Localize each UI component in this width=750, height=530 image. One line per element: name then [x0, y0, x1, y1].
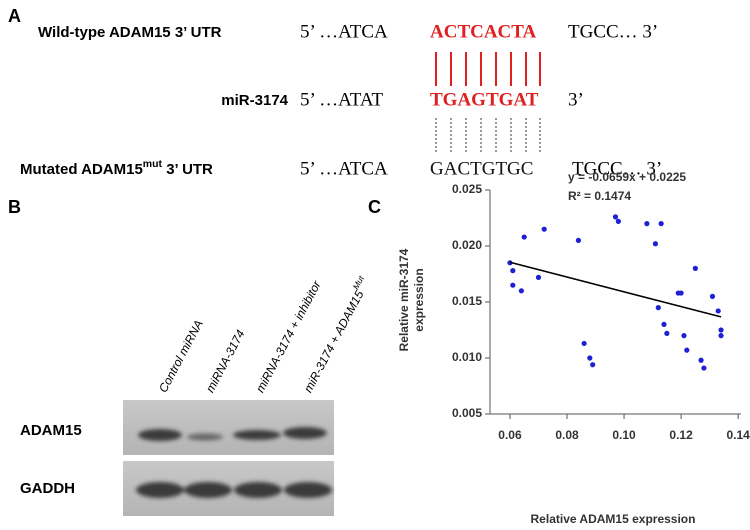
seq-core: TGAGTGAT — [430, 89, 539, 110]
point — [510, 268, 516, 274]
seq-suffix: 3’ — [568, 89, 584, 110]
panel-letter: C — [368, 197, 381, 217]
y-tick-label: 0.005 — [452, 406, 482, 420]
point — [510, 282, 516, 288]
bands — [136, 427, 332, 498]
point — [655, 305, 661, 311]
point — [541, 226, 547, 232]
mismatch-lines — [435, 118, 541, 152]
point — [521, 234, 527, 240]
point — [581, 340, 587, 347]
point — [701, 365, 707, 371]
seq-prefix: 5’ …ATCA — [300, 158, 388, 179]
equation: y = -0.0659x + 0.0225 — [568, 170, 686, 184]
point — [715, 308, 721, 314]
row-label-part: Mutated ADAM15 — [20, 161, 143, 178]
point — [709, 293, 716, 299]
point — [718, 333, 724, 339]
lane-label: miRNA-3174 — [203, 327, 248, 395]
row-label: Mutated ADAM15mut 3’ UTR — [20, 158, 213, 178]
lane-label-part: Mut — [351, 274, 367, 292]
trendline — [509, 261, 722, 318]
y-tick-label: 0.010 — [452, 350, 482, 364]
point — [664, 330, 670, 336]
y-tick-label: 0.020 — [452, 238, 482, 252]
x-tick-label: 0.12 — [669, 428, 693, 442]
row-label-part: mut — [143, 158, 163, 170]
lane-label: Control miRNA — [156, 318, 206, 395]
point — [615, 218, 621, 224]
row-label: Wild-type ADAM15 3’ UTR — [38, 24, 222, 41]
seq-suffix: TGCC… 3’ — [568, 21, 658, 42]
point — [652, 241, 659, 247]
panel-letter: B — [8, 197, 21, 217]
pairing-lines — [435, 52, 541, 86]
panel-a: A Wild-type ADAM15 3’ UTR 5’ …ATCA ACTCACTA… — [8, 6, 662, 180]
point — [518, 288, 524, 294]
point — [575, 237, 582, 243]
y-axis-label: expression — [412, 268, 426, 331]
lane-label-part: miRNA-3174 — [203, 327, 248, 395]
point — [644, 221, 650, 227]
panel-c: C 0.005 0.010 0.015 0.020 0.025 0.06 0.08 0.10 0.… — [368, 170, 750, 526]
point — [681, 333, 687, 339]
x-tick-label: 0.14 — [726, 428, 750, 442]
point — [684, 347, 690, 353]
row-label-part: 3’ UTR — [162, 161, 213, 178]
blot-row-label: ADAM15 — [20, 422, 82, 439]
point — [612, 214, 619, 220]
lane-label-part: Control miRNA — [156, 318, 206, 395]
point — [678, 290, 684, 296]
y-tick-label: 0.015 — [452, 294, 482, 308]
panel-letter: A — [8, 6, 21, 26]
y-tick-label: 0.025 — [452, 182, 482, 196]
point — [698, 357, 704, 363]
blot-row-label: GADDH — [20, 480, 75, 497]
point — [718, 327, 724, 333]
point — [590, 362, 596, 368]
x-tick-label: 0.10 — [612, 428, 636, 442]
x-tick-label: 0.08 — [555, 428, 579, 442]
row-label: miR-3174 — [221, 92, 288, 109]
seq-prefix: 5’ …ATAT — [300, 89, 383, 110]
x-tick-label: 0.06 — [498, 428, 522, 442]
point — [692, 265, 698, 271]
seq-prefix: 5’ …ATCA — [300, 21, 388, 42]
point — [661, 321, 667, 327]
row-label-part: miR-3174 — [221, 92, 288, 109]
row-label-part: Wild-type ADAM15 3’ UTR — [38, 24, 222, 41]
x-axis-label: Relative ADAM15 expression — [531, 512, 696, 526]
y-axis-label: Relative miR-3174 — [397, 248, 411, 351]
seq-core: ACTCACTA — [430, 21, 537, 42]
point — [587, 355, 593, 361]
point — [535, 274, 542, 280]
r-squared: R² = 0.1474 — [568, 189, 631, 203]
point — [658, 221, 664, 227]
seq-suffix: TGCC… 3’ — [572, 158, 662, 179]
seq-core: GACTGTGC — [430, 158, 533, 179]
